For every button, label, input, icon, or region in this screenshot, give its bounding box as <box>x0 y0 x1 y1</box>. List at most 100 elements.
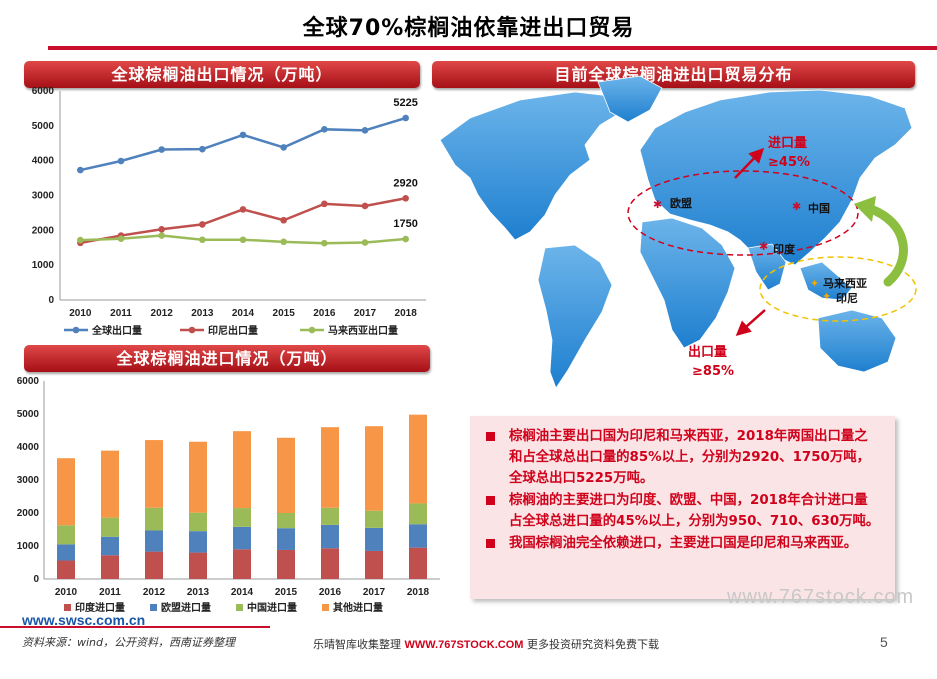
export-data-point <box>361 202 369 210</box>
export-end-label: 5225 <box>393 97 417 109</box>
note-text: 我国棕榈油完全依赖进口，主要进口国是印尼和马来西亚。 <box>509 536 858 551</box>
export-end-label: 2920 <box>393 177 417 189</box>
export-data-point <box>402 194 409 202</box>
export-data-point <box>158 225 165 233</box>
import-arrow <box>734 147 765 179</box>
import-x-tick-label: 2011 <box>99 587 121 598</box>
export-data-point <box>239 236 247 244</box>
import-bar-segment <box>145 530 163 552</box>
import-bar-segment <box>277 437 295 513</box>
export-region-ellipse <box>759 256 917 322</box>
import-x-tick-label: 2017 <box>363 587 386 598</box>
export-y-tick-label: 3000 <box>32 191 55 202</box>
import-bar-segment <box>145 551 163 579</box>
greenland-shape <box>597 75 663 123</box>
footer-url[interactable]: www.swsc.com.cn <box>22 612 146 628</box>
export-x-tick-label: 2013 <box>191 308 214 319</box>
import-x-tick-label: 2018 <box>407 587 430 598</box>
import-bar-segment <box>233 526 251 550</box>
page-number: 5 <box>880 634 888 650</box>
import-bar-segment <box>277 513 295 529</box>
export-x-tick-label: 2011 <box>110 308 132 319</box>
export-data-point <box>117 157 125 165</box>
import-bar-segment <box>233 549 251 579</box>
export-data-point <box>280 238 287 246</box>
import-legend-swatch <box>64 604 71 611</box>
import-legend-label: 中国进口量 <box>247 601 297 614</box>
export-data-point <box>361 127 369 134</box>
southeast-asia-shape <box>799 261 853 301</box>
import-y-tick-label: 5000 <box>17 409 40 420</box>
export-legend-label: 全球出口量 <box>91 324 142 337</box>
import-bar-segment <box>189 531 207 553</box>
import-y-tick-label: 2000 <box>17 508 40 519</box>
import-x-tick-label: 2014 <box>231 587 254 598</box>
malaysia-label: 马来西亚 <box>823 276 867 290</box>
continents <box>439 75 913 389</box>
import-bar-segment <box>321 427 339 508</box>
footer-source: 资料来源：wind，公开资料，西南证券整理 <box>22 636 236 649</box>
australia-shape <box>817 309 897 373</box>
import-bar-segment <box>321 548 339 579</box>
footer-credit: 乐晴智库收集整理 WWW.767STOCK.COM 更多投资研究资料免费下载 <box>313 636 659 652</box>
import-bar-segment <box>57 560 75 579</box>
import-x-tick-label: 2010 <box>55 587 78 598</box>
note-item: 我国棕榈油完全依赖进口，主要进口国是印尼和马来西亚。 <box>482 533 881 554</box>
note-text: 棕榈油的主要进口为印度、欧盟、中国，2018年合计进口量占全球总进口量的45%以… <box>509 493 880 529</box>
import-y-tick-label: 6000 <box>17 376 40 387</box>
footer-credit-suffix: 更多投资研究资料免费下载 <box>526 638 659 651</box>
import-legend-swatch <box>322 604 329 611</box>
export-data-point <box>77 236 84 244</box>
supply-arrow-head <box>854 196 876 222</box>
export-y-tick-label: 5000 <box>32 121 55 132</box>
footer-credit-prefix: 乐晴智库收集整理 <box>313 638 401 651</box>
export-x-tick-label: 2016 <box>313 308 336 319</box>
export-x-tick-label: 2018 <box>395 308 418 319</box>
export-data-point <box>199 236 206 244</box>
africa-shape <box>639 217 736 349</box>
export-data-point <box>280 216 287 224</box>
export-y-tick-label: 2000 <box>32 225 55 236</box>
import-x-tick-label: 2015 <box>275 587 298 598</box>
export-end-label: 1750 <box>393 218 417 230</box>
import-y-tick-label: 4000 <box>17 442 40 453</box>
page-title: 全球70%棕榈油依靠进出口贸易 <box>302 16 635 41</box>
export-data-point <box>117 235 125 242</box>
eu-marker-icon: ✱ <box>653 198 662 211</box>
china-label: 中国 <box>808 201 830 215</box>
export-x-tick-label: 2014 <box>232 308 255 319</box>
export-data-point <box>280 144 287 151</box>
import-region-ellipse <box>627 170 859 256</box>
china-marker-icon: ✱ <box>792 200 801 213</box>
export-y-tick-label: 0 <box>48 295 54 306</box>
import-bar-segment <box>101 450 119 518</box>
supply-arrow <box>863 203 908 287</box>
export-legend-label: 马来西亚出口量 <box>328 324 398 337</box>
import-bar-segment <box>365 527 383 551</box>
export-share: ≥85% <box>692 364 734 379</box>
import-x-tick-label: 2013 <box>187 587 210 598</box>
north-america-shape <box>439 91 626 241</box>
export-legend-marker <box>308 326 316 334</box>
footer-rule <box>0 626 270 628</box>
export-data-point <box>239 206 247 213</box>
export-data-point <box>321 239 328 247</box>
import-legend-label: 欧盟进口量 <box>161 601 211 614</box>
import-bar-segment <box>189 552 207 579</box>
import-y-tick-label: 3000 <box>17 475 40 486</box>
note-item: 棕榈油主要出口国为印尼和马来西亚，2018年两国出口量之和占全球总出口量的85%… <box>482 426 881 489</box>
india-marker-icon: ✱ <box>759 240 768 253</box>
export-data-point <box>321 126 328 133</box>
import-bar-segment <box>101 536 119 556</box>
export-data-point <box>402 114 409 122</box>
export-arrow <box>735 309 766 336</box>
import-bar-segment <box>409 414 427 504</box>
footer-brand-link[interactable]: WWW.767STOCK.COM <box>404 639 524 651</box>
import-x-tick-label: 2016 <box>319 587 342 598</box>
bullet-square-icon <box>486 432 495 441</box>
export-y-tick-label: 6000 <box>32 86 55 97</box>
export-x-tick-label: 2010 <box>69 308 92 319</box>
export-legend-marker <box>72 326 80 334</box>
